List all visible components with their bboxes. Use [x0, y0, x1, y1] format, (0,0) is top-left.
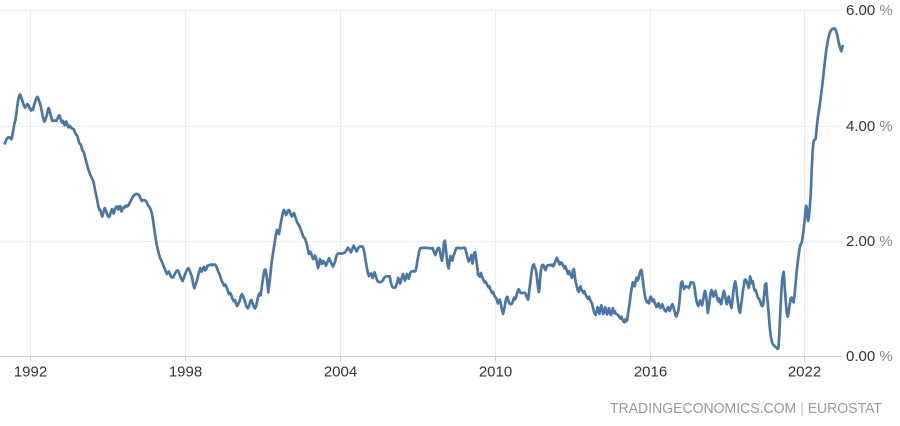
svg-text:2.00 %: 2.00 %: [846, 233, 893, 250]
svg-text:TRADINGECONOMICS.COM | EUROSTA: TRADINGECONOMICS.COM | EUROSTAT: [610, 400, 882, 417]
svg-text:6.00 %: 6.00 %: [846, 2, 893, 19]
svg-text:2004: 2004: [324, 364, 357, 381]
svg-text:2016: 2016: [634, 364, 667, 381]
svg-text:1998: 1998: [169, 364, 202, 381]
svg-text:4.00 %: 4.00 %: [846, 118, 893, 135]
svg-text:1992: 1992: [14, 364, 47, 381]
svg-text:2022: 2022: [788, 364, 821, 381]
svg-text:0.00 %: 0.00 %: [846, 348, 893, 365]
svg-text:2010: 2010: [479, 364, 512, 381]
